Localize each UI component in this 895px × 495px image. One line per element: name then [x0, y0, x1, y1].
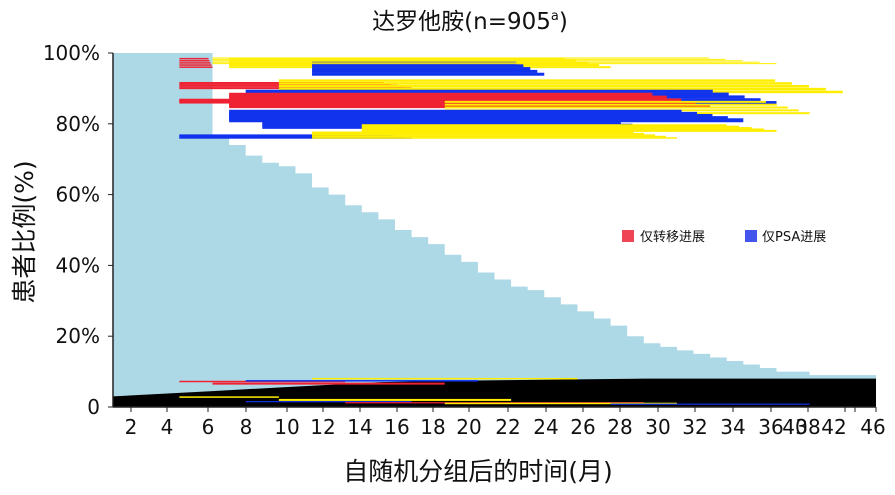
top-band-line — [262, 119, 610, 123]
legend-swatch-psa — [745, 230, 757, 242]
top-band-line — [361, 127, 752, 130]
x-tick-label: 28 — [607, 415, 632, 439]
y-tick-label: 40% — [56, 253, 100, 277]
top-band-line — [312, 72, 545, 76]
bottom-band-line — [245, 401, 412, 403]
x-tick-label: 26 — [570, 415, 595, 439]
top-band-line — [179, 64, 212, 66]
x-tick-label: 4 — [161, 415, 174, 439]
top-band-line — [229, 92, 653, 97]
legend-label-metastasis: 仅转移进展 — [640, 230, 705, 245]
x-tick-label: 10 — [274, 415, 299, 439]
top-band-line — [262, 117, 599, 121]
x-tick-label: 42 — [821, 415, 846, 439]
y-tick-group: 0 20% 40% 60% 80% 100% — [43, 41, 113, 419]
top-band-line — [278, 79, 776, 82]
x-tick-label: 12 — [310, 415, 335, 439]
y-axis-label: 患者比例(%) — [10, 160, 39, 303]
survival-area — [113, 53, 876, 407]
top-band-line — [229, 104, 711, 109]
top-band-line — [229, 57, 565, 60]
legend-swatch-metastasis — [622, 230, 634, 242]
bottom-band-line — [610, 403, 810, 405]
top-band-line — [312, 64, 524, 68]
x-tick-label: 16 — [384, 415, 409, 439]
top-band-line — [444, 106, 788, 109]
top-band-line — [361, 124, 727, 127]
x-tick-label: 34 — [720, 415, 745, 439]
top-band-line — [278, 87, 826, 91]
bottom-band-line — [179, 396, 279, 398]
legend-label-psa: 仅PSA进展 — [762, 230, 826, 245]
top-band-line — [361, 128, 765, 131]
top-band-line — [444, 103, 777, 106]
x-tick-label: 6 — [202, 415, 215, 439]
x-tick-label: 18 — [420, 415, 445, 439]
legend: 仅转移进展 仅PSA进展 — [622, 230, 826, 245]
x-tick-label: 30 — [645, 415, 670, 439]
bottom-progression-bands — [179, 377, 810, 405]
x-tick-label: 32 — [682, 415, 707, 439]
y-tick-label: 80% — [56, 112, 100, 136]
top-band-line — [229, 98, 682, 103]
x-tick-label: 46 — [860, 415, 885, 439]
top-band-line — [212, 63, 777, 65]
top-band-line — [229, 95, 667, 100]
y-tick-label: 60% — [56, 183, 100, 207]
x-tick-label: 22 — [495, 415, 520, 439]
x-tick-label: 8 — [240, 415, 253, 439]
top-band-line — [179, 62, 211, 64]
top-band-line — [312, 134, 656, 136]
top-band-line — [212, 61, 760, 63]
bottom-band-line — [245, 380, 478, 382]
chart-title: 达罗他胺(n=905a) — [372, 9, 568, 35]
bottom-band-line — [212, 382, 445, 385]
top-band-line — [229, 109, 682, 114]
top-band-line — [179, 57, 209, 60]
x-tick-label: 14 — [347, 415, 372, 439]
bottom-band-line — [444, 402, 677, 405]
top-band-line — [179, 134, 384, 136]
bottom-band-line — [312, 377, 578, 380]
top-band-line — [229, 111, 698, 116]
top-band-line — [312, 135, 667, 138]
top-band-line — [312, 61, 517, 65]
bottom-band-line — [278, 398, 512, 401]
x-tick-label: 38 — [795, 415, 820, 439]
top-band-line — [229, 101, 696, 106]
x-tick-label: 24 — [533, 415, 558, 439]
top-band-line — [212, 60, 743, 62]
top-band-line — [212, 58, 726, 60]
top-band-line — [312, 131, 634, 134]
x-tick-label: 2 — [125, 415, 138, 439]
x-tick-label: 40 — [782, 415, 807, 439]
x-tick-label: 20 — [456, 415, 481, 439]
top-band-line — [262, 121, 621, 125]
top-band-line — [245, 89, 713, 93]
top-band-line — [179, 60, 210, 62]
top-band-line — [212, 57, 709, 59]
y-tick-label: 100% — [43, 41, 100, 65]
top-band-line — [278, 85, 809, 88]
top-band-line — [361, 129, 777, 132]
top-progression-bands — [179, 57, 843, 139]
top-band-line — [361, 125, 740, 128]
top-band-line — [278, 82, 793, 85]
top-band-line — [312, 132, 645, 135]
top-band-line — [312, 67, 531, 71]
top-band-line — [312, 137, 677, 139]
top-band-line — [179, 66, 213, 68]
y-tick-label: 20% — [56, 324, 100, 348]
y-tick-label: 0 — [87, 395, 100, 419]
top-band-line — [312, 69, 538, 73]
x-tick-label: 36 — [758, 415, 783, 439]
top-band-line — [229, 114, 713, 119]
x-axis-label: 自随机分组后的时间(月) — [343, 457, 613, 486]
top-band-line — [444, 100, 766, 103]
